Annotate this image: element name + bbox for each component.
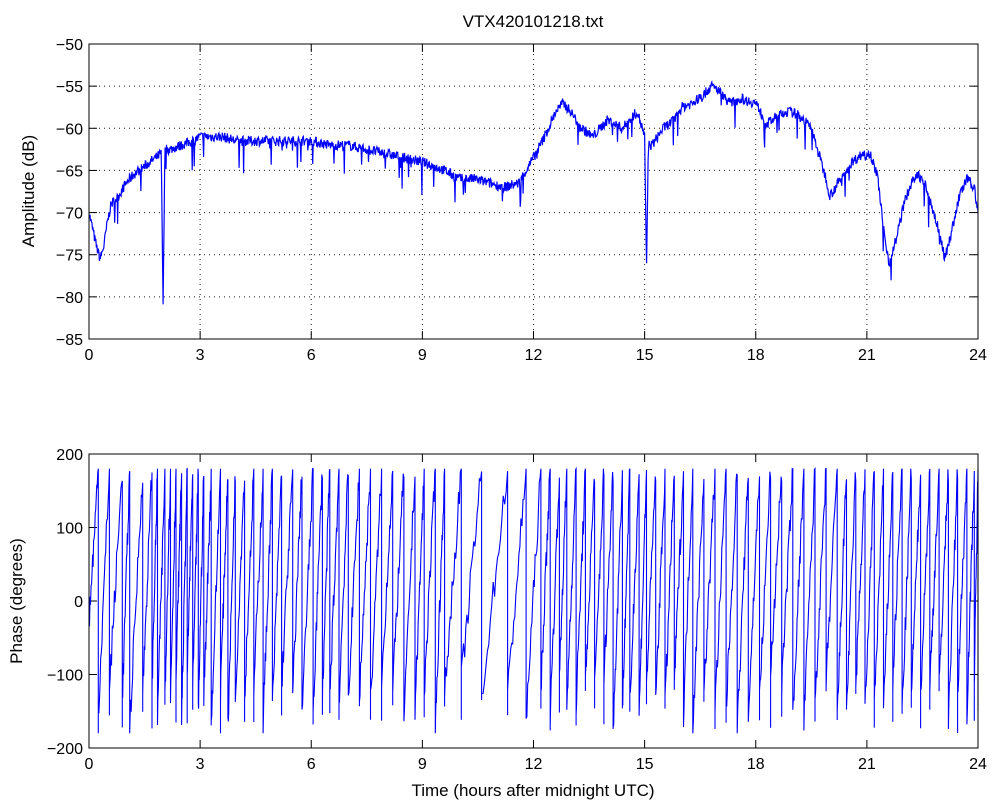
phase-x-tick-labels: 0 3 6 9 12 15 18 21 24 [85,756,987,773]
phase-x-tick-label: 6 [307,756,316,773]
amplitude-axes-frame [88,43,979,340]
phase-x-tick-label: 21 [858,756,876,773]
amplitude-x-tick-labels: 0 3 6 9 12 15 18 21 24 [85,347,987,364]
amplitude-y-tick-label: −80 [56,290,83,307]
amplitude-y-tick-label: −50 [56,37,83,54]
amplitude-x-tick-label: 18 [747,347,765,364]
amplitude-x-tick-label: 24 [969,347,987,364]
amplitude-y-tick-label: −65 [56,163,83,180]
amplitude-x-tick-label: 3 [196,347,205,364]
amplitude-y-axis-label: Amplitude (dB) [19,135,38,247]
amplitude-y-tick-label: −85 [56,332,83,349]
phase-x-tick-label: 12 [525,756,543,773]
amplitude-x-tick-label: 6 [307,347,316,364]
amplitude-panel: VTX420101218.txt −50 −55 −60 −65 −70 −75 −80 −8… [19,12,987,364]
phase-axes-frame [88,453,979,749]
phase-y-tick-label: 200 [56,447,83,464]
amplitude-y-tick-label: −55 [56,79,83,96]
amplitude-x-tick-label: 0 [85,347,94,364]
amplitude-series-line [88,80,979,305]
phase-panel: 200 100 0 −100 −200 0 3 6 9 12 15 18 21 24 Phase (de… [7,447,987,800]
amplitude-x-tick-label: 15 [636,347,654,364]
phase-x-tick-label: 18 [747,756,765,773]
amplitude-ticks [88,43,979,340]
phase-y-tick-label: 100 [56,521,83,538]
phase-x-tick-label: 15 [636,756,654,773]
amplitude-y-tick-labels: −50 −55 −60 −65 −70 −75 −80 −85 [56,37,83,349]
phase-x-tick-label: 3 [196,756,205,773]
amplitude-grid [89,44,978,339]
amplitude-x-tick-label: 21 [858,347,876,364]
phase-y-axis-label: Phase (degrees) [7,538,26,664]
amplitude-x-tick-label: 9 [418,347,427,364]
phase-y-tick-label: −100 [47,668,83,685]
phase-y-tick-label: 0 [74,594,83,611]
phase-series-line [88,466,979,734]
chart-title: VTX420101218.txt [463,12,604,31]
amplitude-y-tick-label: −75 [56,248,83,265]
phase-y-tick-labels: 200 100 0 −100 −200 [47,447,83,758]
phase-x-tick-label: 24 [969,756,987,773]
amplitude-y-tick-label: −70 [56,206,83,223]
phase-x-tick-label: 9 [418,756,427,773]
phase-y-tick-label: −200 [47,741,83,758]
x-axis-label: Time (hours after midnight UTC) [411,781,654,800]
phase-x-tick-label: 0 [85,756,94,773]
amplitude-y-tick-label: −60 [56,121,83,138]
amplitude-x-tick-label: 12 [525,347,543,364]
